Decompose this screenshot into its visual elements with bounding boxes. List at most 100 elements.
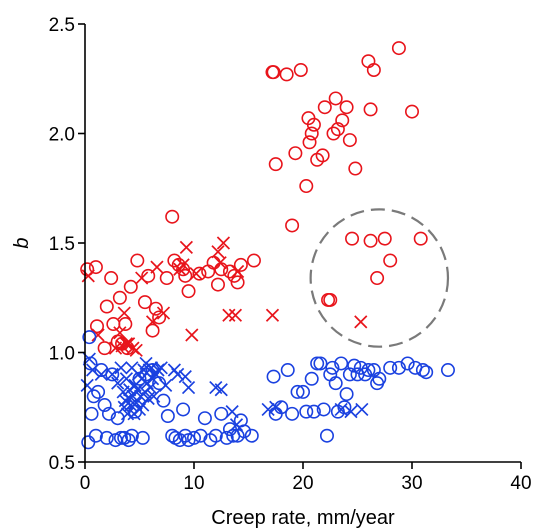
blue-cross-point	[105, 367, 119, 382]
red-circle-point	[88, 260, 103, 275]
red-cross-point	[176, 258, 190, 272]
red-circle-point	[112, 290, 127, 305]
blue-circle-point	[290, 384, 305, 399]
blue-cross-point	[181, 380, 196, 395]
red-circle-point	[326, 126, 341, 141]
blue-circle-point	[339, 387, 354, 402]
red-circle-point	[192, 266, 207, 281]
y-tick-label: 2.0	[49, 125, 75, 146]
red-circle-point	[167, 253, 182, 268]
red-circle-point	[330, 122, 345, 137]
red-circle-point	[181, 284, 196, 299]
red-circle-point	[339, 100, 354, 115]
red-circle-point	[159, 271, 174, 286]
red-cross-point	[216, 236, 231, 250]
red-circle-point	[279, 67, 294, 82]
blue-cross-point	[94, 367, 108, 382]
y-tick-label: 0.5	[49, 453, 75, 474]
red-cross-point	[91, 328, 105, 342]
red-cross-point	[145, 315, 160, 329]
highlight-circle	[309, 208, 450, 348]
red-cross-point	[189, 267, 203, 281]
blue-circle-point	[325, 360, 340, 375]
x-axis-label: Creep rate, mm/year	[211, 507, 395, 529]
red-cross-point	[222, 308, 236, 322]
red-circle-point	[377, 231, 392, 246]
blue-circle-point	[187, 430, 202, 445]
red-cross-point	[265, 308, 280, 322]
blue-circle-point	[347, 358, 362, 373]
blue-circle-point	[101, 406, 116, 421]
blue-cross-point	[355, 402, 369, 417]
blue-circle-point	[214, 406, 229, 421]
red-circle-point	[345, 231, 360, 246]
blue-circle-point	[358, 367, 373, 382]
red-cross-point	[228, 308, 243, 322]
x-tick-label: 0	[80, 473, 91, 494]
x-tick-label: 30	[401, 473, 422, 494]
blue-circle-point	[176, 402, 191, 417]
red-circle-point	[348, 161, 363, 176]
blue-cross-point	[147, 389, 161, 403]
red-circle-point	[89, 319, 104, 334]
blue-cross-point	[178, 369, 192, 384]
y-axis-label: b	[11, 237, 33, 248]
blue-circle-point	[306, 404, 321, 419]
red-circle-point	[285, 218, 300, 233]
red-circle-point	[176, 262, 191, 277]
blue-cross-point	[261, 402, 275, 417]
red-circle-point	[370, 271, 385, 286]
blue-circle-point	[419, 365, 434, 380]
blue-circle-point	[266, 369, 281, 384]
red-circle-point	[363, 102, 378, 117]
blue-cross-point	[229, 418, 244, 432]
red-circle-point	[246, 253, 261, 268]
red-cross-point	[113, 326, 127, 340]
red-circle-point	[288, 146, 303, 161]
red-circle-point	[413, 231, 428, 246]
red-circle-point	[315, 148, 330, 163]
red-cross-point	[354, 315, 368, 329]
blue-circle-point	[304, 371, 319, 386]
blue-circle-point	[342, 367, 357, 382]
red-circle-point	[404, 104, 419, 119]
red-circle-point	[342, 133, 357, 148]
red-cross-point	[213, 256, 227, 270]
red-circle-point	[97, 341, 112, 356]
blue-circle-point	[91, 384, 106, 399]
ticks-layer: 0 10 20 30 40 0.5 1.0 1.5 2.0 2.5	[49, 15, 532, 494]
red-circle-point	[99, 299, 114, 314]
blue-cross-point	[225, 405, 239, 419]
red-cross-point	[129, 343, 143, 357]
blue-cross-point	[120, 407, 135, 421]
blue-cross-point	[344, 405, 358, 419]
red-cross-point	[117, 306, 131, 320]
x-tick-label: 20	[292, 473, 313, 494]
blue-circle-point	[178, 428, 193, 443]
x-tick-label: 10	[183, 473, 204, 494]
data-points-layer	[80, 41, 455, 450]
red-cross-point	[81, 269, 95, 283]
blue-cross-point	[130, 383, 144, 397]
red-circle-point	[266, 65, 281, 80]
red-circle-point	[302, 135, 317, 150]
red-cross-point	[150, 260, 164, 274]
blue-circle-point	[237, 424, 252, 439]
red-cross-point	[119, 337, 134, 351]
blue-circle-point	[319, 428, 334, 443]
red-circle-point	[306, 117, 321, 132]
red-circle-point	[123, 279, 138, 294]
blue-circle-point	[86, 389, 101, 404]
red-circle-point	[148, 301, 163, 316]
red-circle-point	[366, 62, 381, 77]
red-cross-point	[179, 240, 193, 254]
red-circle-point	[317, 100, 332, 115]
red-cross-point	[211, 245, 225, 259]
blue-cross-point	[159, 378, 173, 392]
blue-circle-point	[84, 406, 99, 421]
red-circle-point	[304, 126, 319, 141]
red-circle-point	[227, 268, 242, 283]
blue-circle-point	[400, 356, 415, 371]
red-cross-point	[135, 271, 149, 285]
y-tick-label: 1.5	[49, 234, 75, 255]
